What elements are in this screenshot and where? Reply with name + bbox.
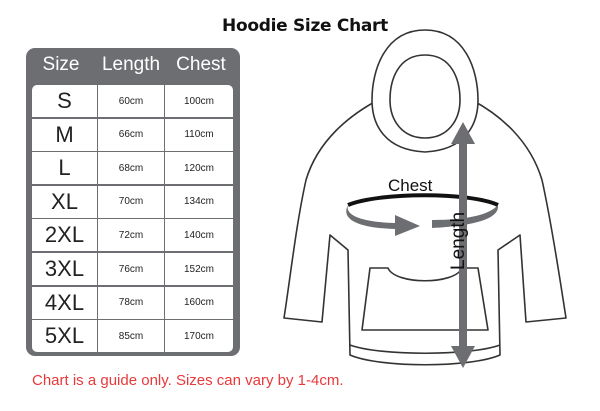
header-length: Length — [101, 54, 161, 75]
length-label: Length — [448, 211, 469, 270]
size-table: Size Length Chest S 60cm 100cm M 66cm 110cm L 68cm… — [26, 48, 240, 356]
size-cell: XL — [32, 185, 97, 218]
hoodie-body — [283, 99, 567, 366]
disclaimer-note: Chart is a guide only. Sizes can vary by… — [32, 372, 344, 389]
chest-cell: 100cm — [165, 85, 233, 117]
hood-opening — [389, 54, 461, 139]
size-cell: 5XL — [32, 320, 97, 353]
length-cell: 60cm — [98, 85, 164, 117]
chest-cell: 170cm — [165, 320, 233, 353]
chest-cell: 152cm — [165, 253, 233, 285]
chest-cell: 160cm — [165, 286, 233, 319]
chest-cell: 110cm — [165, 118, 233, 151]
pocket — [361, 267, 489, 331]
size-cell: M — [32, 118, 97, 151]
chest-cell: 134cm — [165, 185, 233, 218]
chest-arrow-left — [346, 205, 420, 236]
size-cell: L — [32, 152, 97, 185]
length-cell: 78cm — [98, 286, 164, 319]
chart-title: Hoodie Size Chart — [222, 16, 388, 36]
length-cell: 72cm — [98, 219, 164, 252]
size-cell: 4XL — [32, 286, 97, 319]
header-chest: Chest — [176, 54, 226, 75]
length-arrow — [451, 122, 475, 368]
length-cell: 68cm — [98, 152, 164, 185]
chest-measure-line — [347, 193, 499, 207]
size-cell: S — [32, 85, 97, 117]
length-cell: 70cm — [98, 185, 164, 218]
size-cell: 3XL — [32, 253, 97, 285]
length-cell: 85cm — [98, 320, 164, 353]
chest-cell: 120cm — [165, 152, 233, 185]
length-cell: 76cm — [98, 253, 164, 285]
header-size: Size — [42, 54, 80, 75]
chest-arrow-right — [432, 205, 499, 228]
chest-label: Chest — [388, 176, 433, 195]
chest-cell: 140cm — [165, 219, 233, 252]
length-cell: 66cm — [98, 118, 164, 151]
size-cell: 2XL — [32, 219, 97, 252]
